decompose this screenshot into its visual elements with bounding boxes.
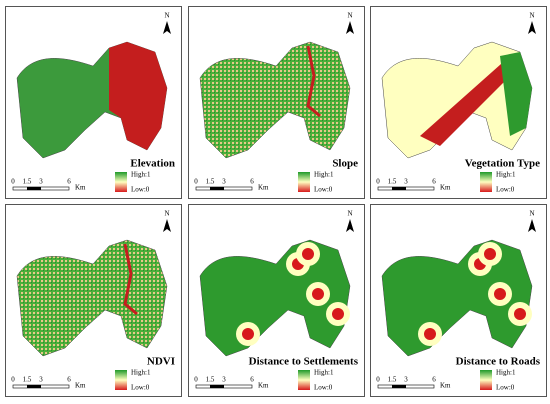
scale-label: 1.5: [388, 376, 397, 384]
legend-ramp: [115, 172, 127, 192]
scale-label: 1.5: [206, 178, 215, 186]
scale-label: 3: [222, 178, 226, 186]
scale-unit: Km: [440, 184, 451, 192]
scale-label: 0: [11, 376, 15, 384]
red-corridor: [123, 243, 138, 316]
scale-label: 6: [432, 178, 436, 186]
scale-unit: Km: [258, 382, 269, 390]
scale-label: 1.5: [23, 376, 32, 384]
scale-label: 6: [67, 178, 71, 186]
buffer-core: [312, 288, 324, 300]
legend-title: Distance to Roads: [456, 356, 541, 368]
legend-low: Low:0: [496, 384, 515, 392]
legend-title: Vegetation Type: [465, 158, 540, 170]
north-label: N: [529, 12, 534, 20]
legend-high: High:1: [314, 171, 334, 179]
study-area: [199, 239, 351, 357]
scale-unit: Km: [75, 382, 86, 390]
legend-ramp: [298, 370, 310, 390]
legend-title: Distance to Settlements: [249, 356, 359, 368]
legend-high: High:1: [496, 369, 516, 377]
legend-high: High:1: [131, 369, 151, 377]
scale-label: 3: [39, 178, 43, 186]
north-label: N: [347, 12, 352, 20]
buffer-core: [332, 308, 344, 320]
buffer-core: [514, 308, 526, 320]
scale-bar-fill: [27, 187, 41, 190]
scale-bar-fill: [210, 385, 224, 388]
scale-bar-fill: [392, 187, 406, 190]
legend-high: High:1: [131, 171, 151, 179]
scale-label: 6: [250, 376, 254, 384]
scale-label: 3: [222, 376, 226, 384]
scale-unit: Km: [75, 184, 86, 192]
scale-bar-fill: [27, 385, 41, 388]
legend-low: Low:0: [496, 186, 515, 194]
legend-title: NDVI: [147, 356, 175, 368]
scale-label: 1.5: [23, 178, 32, 186]
legend-title: Slope: [332, 158, 358, 170]
buffer-core: [494, 288, 506, 300]
scale-label: 1.5: [388, 178, 397, 186]
scale-label: 3: [39, 376, 43, 384]
legend-ramp: [298, 172, 310, 192]
scale-bar-fill: [210, 187, 224, 190]
vegetation-band: [420, 56, 520, 146]
buffer-core: [424, 328, 436, 340]
north-arrow: [163, 21, 171, 34]
north-arrow: [528, 219, 536, 232]
scale-unit: Km: [258, 184, 269, 192]
north-arrow: [528, 21, 536, 34]
north-arrow: [346, 219, 354, 232]
legend-title: Elevation: [130, 158, 175, 170]
north-arrow: [163, 219, 171, 232]
scale-label: 0: [194, 376, 198, 384]
scale-label: 1.5: [206, 376, 215, 384]
scale-unit: Km: [440, 382, 451, 390]
north-arrow: [346, 21, 354, 34]
scale-label: 0: [376, 376, 380, 384]
legend-high: High:1: [314, 369, 334, 377]
scale-label: 0: [11, 178, 15, 186]
buffer-core: [242, 328, 254, 340]
north-label: N: [347, 210, 352, 218]
red-corridor: [306, 45, 321, 118]
high-zone: [109, 42, 167, 150]
scale-label: 3: [404, 178, 408, 186]
buffer-core: [484, 248, 496, 260]
legend-low: Low:0: [131, 384, 150, 392]
vegetation-forest: [500, 52, 532, 136]
legend-ramp: [480, 172, 492, 192]
legend-low: Low:0: [131, 186, 150, 194]
legend-low: Low:0: [314, 186, 333, 194]
scale-label: 0: [194, 178, 198, 186]
scale-bar-fill: [392, 385, 406, 388]
buffer-core: [302, 248, 314, 260]
legend-high: High:1: [496, 171, 516, 179]
legend-ramp: [115, 370, 127, 390]
scale-label: 3: [404, 376, 408, 384]
north-label: N: [529, 210, 534, 218]
study-area: [381, 239, 533, 357]
scale-label: 0: [376, 178, 380, 186]
scale-label: 6: [250, 178, 254, 186]
north-label: N: [164, 210, 169, 218]
legend-ramp: [480, 370, 492, 390]
legend-low: Low:0: [314, 384, 333, 392]
north-label: N: [164, 12, 169, 20]
scale-label: 6: [67, 376, 71, 384]
scale-label: 6: [432, 376, 436, 384]
